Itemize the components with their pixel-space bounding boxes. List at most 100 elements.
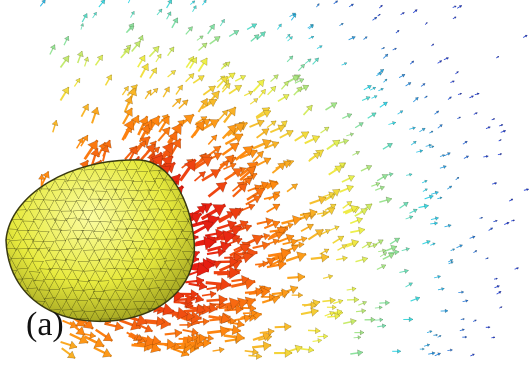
- arrow-head: [493, 337, 495, 339]
- velocity-arrow: [327, 140, 340, 149]
- velocity-arrow: [470, 236, 476, 239]
- arrow-head: [362, 309, 366, 314]
- arrow-head: [288, 223, 293, 229]
- mesh-edge: [121, 330, 127, 340]
- mesh-edge: [5, 149, 11, 159]
- mesh-edge: [0, 160, 10, 161]
- velocity-arrow: [84, 57, 89, 67]
- velocity-arrow: [272, 163, 285, 173]
- velocity-arrow: [316, 4, 319, 8]
- velocity-arrow: [422, 180, 427, 183]
- mesh-edge: [51, 151, 57, 161]
- arrow-head: [84, 57, 89, 62]
- mesh-edge: [5, 290, 16, 291]
- mesh-edge: [77, 149, 83, 159]
- velocity-arrow: [458, 291, 464, 294]
- velocity-arrow: [193, 6, 197, 12]
- velocity-arrow: [229, 85, 242, 93]
- mesh-edge: [0, 310, 1, 320]
- arrow-head: [438, 275, 441, 278]
- mesh-edge: [12, 319, 23, 320]
- velocity-arrow: [82, 14, 87, 23]
- velocity-arrow: [229, 30, 239, 36]
- arrow-head: [497, 285, 500, 288]
- velocity-arrow: [474, 112, 478, 114]
- mesh-edge: [193, 191, 199, 201]
- velocity-arrow: [375, 318, 383, 322]
- velocity-arrow: [280, 130, 294, 138]
- velocity-arrow: [251, 35, 259, 42]
- velocity-arrow: [325, 311, 335, 316]
- mesh-edge: [16, 160, 22, 170]
- arrow-head: [344, 63, 347, 66]
- velocity-arrow: [498, 153, 502, 155]
- mesh-edge: [116, 149, 122, 159]
- mesh-edge: [209, 198, 220, 199]
- velocity-arrow: [99, 0, 105, 7]
- velocity-arrow: [494, 278, 497, 280]
- mesh-edge: [219, 259, 230, 260]
- velocity-arrow: [458, 93, 462, 95]
- mesh-edge: [5, 180, 11, 190]
- velocity-arrow: [163, 87, 169, 97]
- arrow-head: [351, 4, 353, 6]
- mesh-edge: [183, 190, 194, 191]
- arrow-head: [309, 346, 315, 353]
- arrow-head: [453, 81, 455, 83]
- velocity-arrow: [435, 353, 441, 356]
- velocity-arrow: [524, 188, 529, 190]
- velocity-arrow: [61, 56, 70, 68]
- velocity-arrow: [250, 99, 258, 105]
- velocity-arrow: [430, 222, 438, 226]
- mesh-edge: [60, 159, 66, 169]
- velocity-arrow: [220, 19, 224, 26]
- velocity-arrow: [339, 23, 343, 26]
- velocity-arrow: [64, 36, 69, 45]
- velocity-arrow: [122, 86, 128, 95]
- velocity-arrow: [271, 75, 279, 82]
- mesh-edge: [33, 158, 44, 159]
- velocity-arrow: [438, 335, 442, 337]
- arrow-head: [301, 236, 307, 242]
- velocity-arrow: [74, 78, 80, 86]
- mesh-edge: [50, 169, 61, 170]
- arrow-head: [435, 222, 438, 226]
- velocity-arrow: [445, 224, 452, 227]
- arrow-head: [486, 155, 488, 158]
- velocity-arrow: [81, 104, 88, 117]
- velocity-arrow: [480, 217, 483, 219]
- mesh-edge: [62, 149, 73, 150]
- velocity-arrow: [61, 87, 69, 100]
- mesh-edge: [203, 149, 214, 150]
- velocity-arrow: [440, 154, 445, 156]
- velocity-arrow: [492, 182, 497, 184]
- velocity-arrow: [186, 27, 193, 35]
- velocity-arrow: [202, 0, 206, 5]
- mesh-edge: [54, 159, 65, 160]
- mesh-edge: [189, 181, 200, 182]
- velocity-arrow: [333, 236, 344, 243]
- velocity-arrow: [168, 70, 176, 77]
- velocity-arrow: [425, 22, 427, 24]
- arrow-head: [476, 112, 478, 114]
- velocity-arrow: [378, 14, 381, 16]
- velocity-arrow: [301, 346, 314, 353]
- arrow-head: [445, 309, 448, 313]
- mesh-edge: [0, 200, 5, 210]
- velocity-arrow: [411, 141, 416, 145]
- arrow-head: [438, 353, 441, 356]
- velocity-arrow: [515, 267, 519, 269]
- velocity-arrow: [270, 125, 285, 132]
- arrow-head: [363, 301, 367, 305]
- mesh-edge: [18, 149, 29, 150]
- velocity-arrow: [259, 89, 266, 97]
- velocity-arrow: [167, 12, 172, 20]
- mesh-edge: [0, 289, 7, 290]
- velocity-arrow: [320, 249, 329, 254]
- mesh-edge: [6, 300, 12, 310]
- velocity-arrow: [410, 61, 414, 64]
- mesh-edge: [73, 159, 79, 169]
- velocity-arrow: [356, 257, 368, 263]
- arrow-head: [466, 300, 469, 303]
- velocity-arrow: [186, 74, 194, 82]
